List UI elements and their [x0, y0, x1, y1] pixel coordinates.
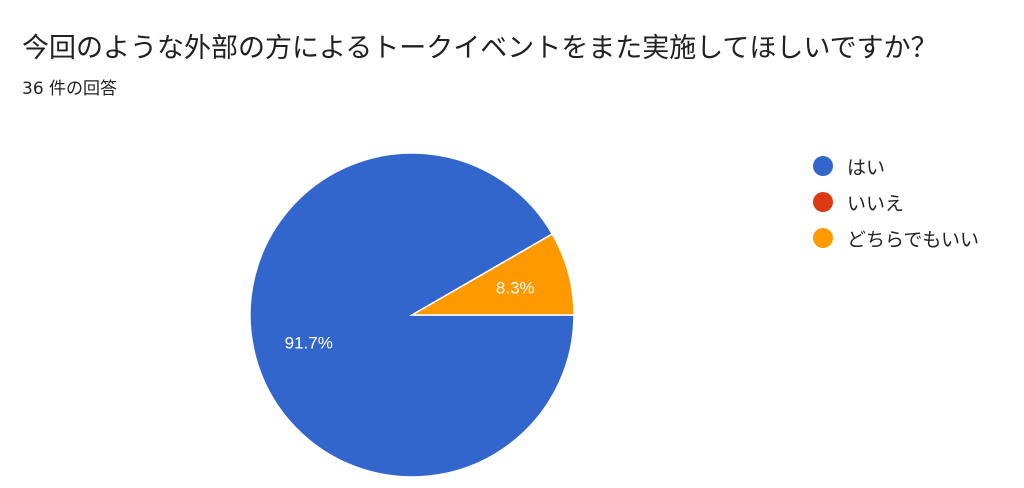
legend-dot-icon: [813, 192, 833, 212]
legend-item[interactable]: はい: [813, 148, 979, 184]
legend-dot-icon: [813, 228, 833, 248]
slice-label: 91.7%: [285, 334, 333, 353]
legend-dot-icon: [813, 156, 833, 176]
legend-item[interactable]: どちらでもいい: [813, 220, 979, 256]
legend-label: いいえ: [847, 192, 905, 215]
response-count: 36 件の回答: [22, 79, 118, 99]
question-title: 今回のような外部の方によるトークイベントをまた実施してほしいですか？: [22, 33, 938, 64]
pie-slice-2[interactable]: [409, 232, 575, 316]
legend: はいいいえどちらでもいい: [813, 148, 979, 256]
legend-label: どちらでもいい: [847, 228, 980, 251]
slice-label: 8.3%: [496, 278, 535, 297]
legend-item[interactable]: いいえ: [813, 184, 979, 220]
legend-label: はい: [847, 156, 886, 179]
